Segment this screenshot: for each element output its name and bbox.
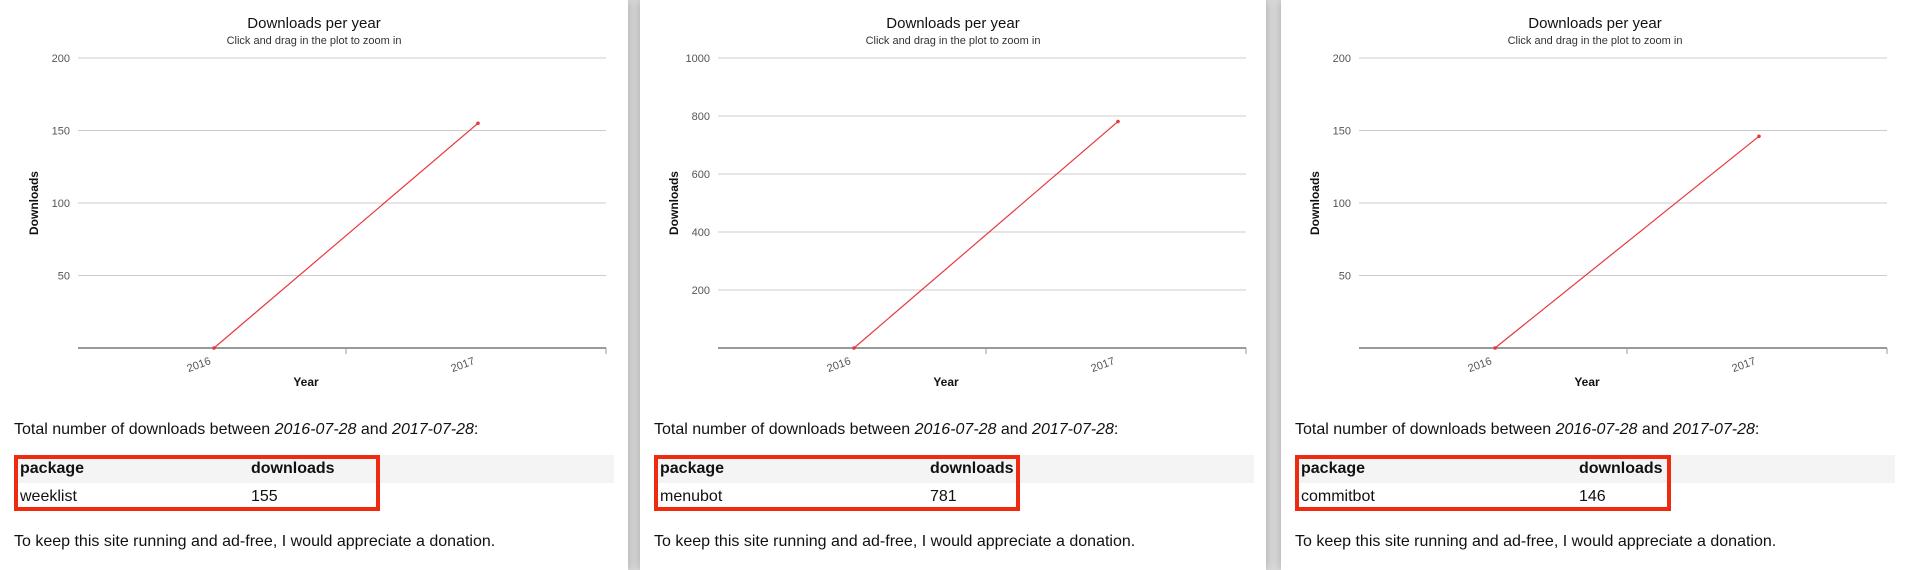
y-axis-label: Downloads [667,171,681,235]
y-tick-label: 100 [1333,198,1351,210]
table-row: commitbot 146 [1295,483,1895,511]
package-panel: Downloads per year Click and drag in the … [0,0,628,570]
red-highlight-box [14,455,380,511]
x-tick-label: 2017 [1089,355,1116,375]
y-tick-label: 50 [1339,271,1351,283]
package-name-cell: weeklist [20,488,77,505]
column-header-downloads: downloads [1579,460,1663,477]
downloads-chart[interactable]: Downloads per year Click and drag in the … [1281,0,1909,390]
package-name-cell: commitbot [1301,488,1375,505]
download-summary: Total number of downloads between 2016-0… [14,421,479,438]
summary-from-date: 2016-07-28 [274,421,357,438]
x-tick-label: 2017 [449,355,476,375]
column-header-package: package [1301,460,1366,477]
table-header-row: package downloads [654,455,1254,483]
downloads-table: package downloads menubot 781 [654,455,1254,511]
downloads-table: package downloads commitbot 146 [1295,455,1895,511]
data-point [476,121,480,126]
x-tick-label: 2016 [825,355,852,375]
summary-from-date: 2016-07-28 [914,421,997,438]
column-header-package: package [660,460,725,477]
downloads-chart[interactable]: Downloads per year Click and drag in the … [0,0,628,390]
column-header-package: package [20,460,85,477]
downloads-count-cell: 155 [251,488,278,505]
y-tick-label: 50 [58,271,70,283]
x-tick-label: 2016 [1466,355,1493,375]
column-header-downloads: downloads [251,460,335,477]
x-axis-label: Year [933,375,959,389]
y-tick-label: 200 [692,285,710,297]
x-axis-label: Year [1574,375,1600,389]
y-tick-label: 100 [52,198,70,210]
y-tick-label: 600 [692,169,710,181]
downloads-table: package downloads weeklist 155 [14,455,614,511]
red-highlight-box [1295,455,1671,511]
y-axis-label: Downloads [1308,171,1322,235]
summary-from-date: 2016-07-28 [1555,421,1638,438]
summary-to-date: 2017-07-28 [1673,421,1755,438]
y-tick-label: 800 [692,111,710,123]
donation-text: To keep this site running and ad-free, I… [14,533,496,550]
donation-text: To keep this site running and ad-free, I… [1295,533,1777,550]
x-tick-label: 2017 [1730,355,1757,375]
chart-title: Downloads per year [886,15,1019,32]
chart-title: Downloads per year [247,15,380,32]
y-tick-label: 200 [52,53,70,65]
y-tick-label: 1000 [686,53,710,65]
series-line [213,122,479,349]
x-axis-label: Year [293,375,319,389]
series-line [1494,135,1760,349]
column-header-downloads: downloads [930,460,1014,477]
package-panel: Downloads per year Click and drag in the … [1281,0,1909,570]
donation-text: To keep this site running and ad-free, I… [654,533,1136,550]
chart-subtitle: Click and drag in the plot to zoom in [1508,35,1683,47]
chart-subtitle: Click and drag in the plot to zoom in [866,35,1041,47]
download-summary: Total number of downloads between 2016-0… [1295,421,1760,438]
download-summary: Total number of downloads between 2016-0… [654,421,1119,438]
table-row: menubot 781 [654,483,1254,511]
summary-to-date: 2017-07-28 [392,421,474,438]
data-point [1493,346,1497,350]
chart-title: Downloads per year [1528,15,1661,32]
y-tick-label: 400 [692,227,710,239]
package-panel: Downloads per year Click and drag in the … [640,0,1266,570]
chart-subtitle: Click and drag in the plot to zoom in [227,35,402,47]
summary-to-date: 2017-07-28 [1032,421,1114,438]
y-axis-label: Downloads [27,171,41,235]
downloads-count-cell: 781 [930,488,957,505]
data-point [212,346,216,350]
data-point [1116,119,1120,124]
package-name-cell: menubot [660,488,723,505]
red-highlight-box [654,455,1020,511]
series-line [853,121,1119,349]
y-tick-label: 150 [1333,126,1351,138]
data-point [1757,134,1761,139]
data-point [852,346,856,350]
table-row: weeklist 155 [14,483,614,511]
table-header-row: package downloads [14,455,614,483]
table-header-row: package downloads [1295,455,1895,483]
downloads-chart[interactable]: Downloads per year Click and drag in the … [640,0,1266,390]
downloads-count-cell: 146 [1579,488,1606,505]
y-tick-label: 150 [52,126,70,138]
x-tick-label: 2016 [185,355,212,375]
y-tick-label: 200 [1333,53,1351,65]
